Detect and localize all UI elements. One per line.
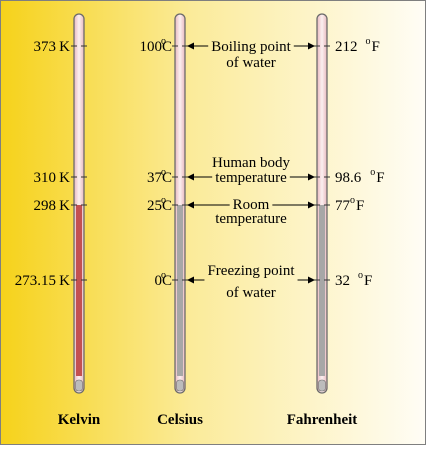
kelvin-value: 310: [34, 170, 57, 186]
fahrenheit-value: 212: [335, 39, 358, 55]
degree-symbol: o: [358, 270, 363, 281]
annotation-arrow: [187, 42, 315, 50]
annotation-line: temperature: [215, 170, 287, 186]
kelvin-value: 273.15: [15, 273, 56, 289]
fahrenheit-value: 77: [335, 198, 351, 214]
celsius-value: 100: [140, 39, 163, 55]
annotation-line: Room: [233, 197, 270, 213]
annotation-arrow: [187, 173, 315, 181]
arrowhead-right: [308, 173, 315, 181]
thermometer-bulb: [75, 379, 83, 392]
arrowhead-right: [308, 276, 315, 284]
arrowhead-left: [187, 276, 194, 284]
annotation-line: Freezing point: [207, 263, 295, 279]
degree-symbol: o: [350, 195, 355, 206]
kelvin-unit: K: [59, 198, 70, 214]
celsius-unit: C: [162, 273, 172, 289]
thermometer-bulb: [176, 379, 184, 392]
annotation-line: Human body: [212, 155, 290, 171]
celsius-thermometer: [172, 13, 188, 394]
celsius-unit: C: [162, 198, 172, 214]
liquid-column: [76, 205, 82, 376]
scale-name-celsius: Celsius: [157, 412, 203, 428]
celsius-value: 25: [147, 198, 162, 214]
celsius-unit: C: [162, 170, 172, 186]
degree-symbol: o: [161, 270, 166, 281]
liquid-column: [319, 205, 325, 376]
fahrenheit-unit: F: [364, 273, 372, 289]
fahrenheit-thermometer: [314, 13, 330, 394]
scale-name-fahrenheit: Fahrenheit: [287, 412, 358, 428]
fahrenheit-unit: F: [376, 170, 384, 186]
annotation-line: of water: [226, 285, 276, 301]
kelvin-value: 298: [34, 198, 57, 214]
fahrenheit-unit: F: [356, 198, 364, 214]
degree-symbol: o: [161, 167, 166, 178]
annotation-line: temperature: [215, 211, 287, 227]
liquid-column: [177, 205, 183, 376]
fahrenheit-unit: F: [372, 39, 380, 55]
scale-name-kelvin: Kelvin: [58, 412, 101, 428]
fahrenheit-value: 98.6: [335, 170, 362, 186]
kelvin-value: 373: [34, 39, 57, 55]
annotation-line: Boiling point: [211, 39, 291, 55]
kelvin-unit: K: [59, 39, 70, 55]
degree-symbol: o: [161, 36, 166, 47]
thermometer-bulb: [318, 379, 326, 392]
celsius-value: 37: [147, 170, 163, 186]
arrowhead-right: [308, 42, 315, 50]
degree-symbol: o: [370, 167, 375, 178]
celsius-value: 0: [155, 273, 163, 289]
degree-symbol: o: [366, 36, 371, 47]
arrowhead-left: [187, 201, 194, 209]
annotation-arrow: [187, 276, 315, 284]
arrowhead-left: [187, 42, 194, 50]
annotation-line: of water: [226, 55, 276, 71]
degree-symbol: o: [161, 195, 166, 206]
kelvin-unit: K: [59, 273, 70, 289]
annotation-arrow: [187, 201, 315, 209]
kelvin-thermometer: [71, 13, 87, 394]
celsius-unit: C: [162, 39, 172, 55]
arrowhead-left: [187, 173, 194, 181]
kelvin-unit: K: [59, 170, 70, 186]
fahrenheit-value: 32: [335, 273, 350, 289]
arrowhead-right: [308, 201, 315, 209]
